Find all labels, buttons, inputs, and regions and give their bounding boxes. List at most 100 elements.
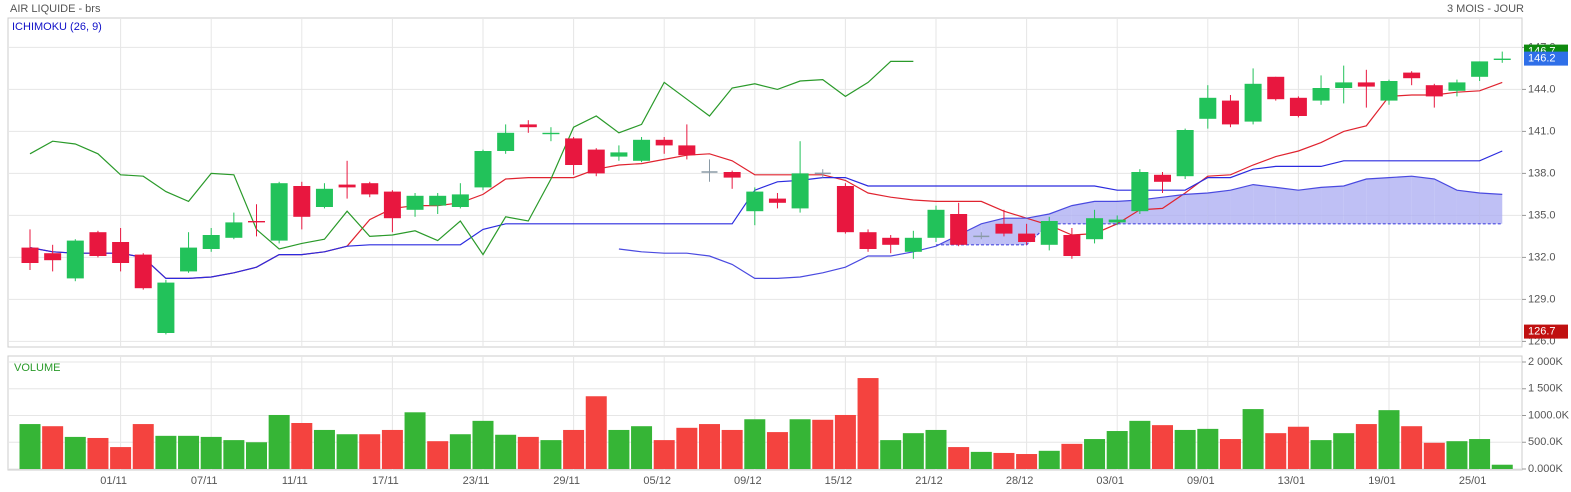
volume-bar [1423,442,1445,469]
candle-body [519,124,537,128]
candle-body [361,183,379,195]
volume-bar [42,426,64,469]
period: 3 MOIS - JOUR [1447,3,1524,15]
candle-body [1063,235,1081,256]
cloud [1275,187,1299,224]
y-tick-label: 132.0 [1528,251,1556,263]
candle-body [950,214,968,245]
candle-body [633,139,651,161]
volume-bar [1491,464,1513,469]
y-tick-label: 144.0 [1528,83,1556,95]
volume-bar [1265,433,1287,469]
volume-bar [19,424,41,469]
cloud [1321,186,1344,224]
candle-body [180,247,198,272]
volume-bar [427,441,449,469]
indicator-line [29,81,1503,279]
volume-bar [1084,439,1106,469]
candle-body [542,132,560,135]
indicator-line [29,150,1503,279]
y-tick-label: 1 500K [1528,383,1564,395]
y-tick-label: 138.0 [1528,167,1556,179]
volume-bar [1197,428,1219,469]
candle-body [1403,72,1421,79]
volume-bar [1355,424,1377,469]
candle-body [474,151,492,188]
x-tick-label: 09/12 [734,475,762,487]
cloud [1366,177,1389,224]
volume-bar [1174,429,1196,469]
candle-body [157,282,175,333]
cloud [1162,194,1186,224]
x-tick-label: 21/12 [915,475,943,487]
candle-body [451,194,469,207]
candle-body [1154,174,1171,182]
volume-bar [1378,410,1400,469]
candle-body [791,173,809,209]
candle-body [1493,58,1511,60]
candle-body [1086,218,1104,240]
candle-body [406,195,424,210]
volume-bar [1129,420,1151,469]
y-tick-label: 500.0K [1528,436,1564,448]
y-tick-label: 1000.0K [1528,409,1570,421]
candle-body [565,138,583,165]
candle-body [1040,221,1058,245]
y-tick-label: 2 000K [1528,356,1564,368]
volume-bar [721,429,743,469]
volume-bar [631,426,653,469]
x-tick-label: 07/11 [191,475,218,487]
candle-body [1267,76,1285,100]
volume-bar [1242,409,1264,469]
candle-body [995,223,1013,234]
candle-body [768,198,786,203]
candle-body [678,145,696,156]
volume-bar [1016,454,1038,469]
candle-body [338,184,356,188]
cloud [1343,179,1367,224]
volume-bar [857,378,879,469]
candle-body [497,132,515,151]
x-tick-label: 13/01 [1278,475,1306,487]
volume-frame [7,355,1523,471]
volume-bar [1152,425,1173,469]
x-tick-label: 19/01 [1368,475,1396,487]
volume-bar [1061,443,1083,469]
candle-body [21,247,39,263]
candle-body [1448,82,1466,91]
x-tick-label: 01/11 [100,475,127,487]
x-tick-label: 17/11 [372,475,399,487]
volume-bar [834,414,856,469]
candle-body [248,221,265,223]
volume-bar [1287,426,1309,469]
volume-bar [517,436,539,469]
volume-bar [178,435,200,469]
volume-bar [970,451,992,469]
cloud [1479,193,1503,224]
candle-body [836,186,854,233]
candle-body [112,242,130,263]
price-tag [1524,324,1568,339]
volume-bar [268,414,290,469]
volume-bar [812,419,834,469]
volume-bar [155,435,177,469]
candle-body [927,209,945,238]
candle-body [1221,100,1239,125]
candle-body [293,186,311,217]
candle-body [1108,219,1126,223]
x-tick-label: 11/11 [282,475,308,487]
candle-body [315,188,333,207]
x-tick-label: 28/12 [1006,475,1034,487]
candle-body [610,152,628,157]
candle-body [1199,97,1217,119]
volume-bar [608,429,630,469]
candle-body [225,222,243,238]
cloud [1049,205,1072,224]
candle-body [270,183,288,241]
volume-bar [381,429,403,469]
indicator-line [618,175,1503,279]
volume-bar [1106,431,1128,469]
candle-body [134,254,152,289]
volume-bar [1401,426,1423,469]
